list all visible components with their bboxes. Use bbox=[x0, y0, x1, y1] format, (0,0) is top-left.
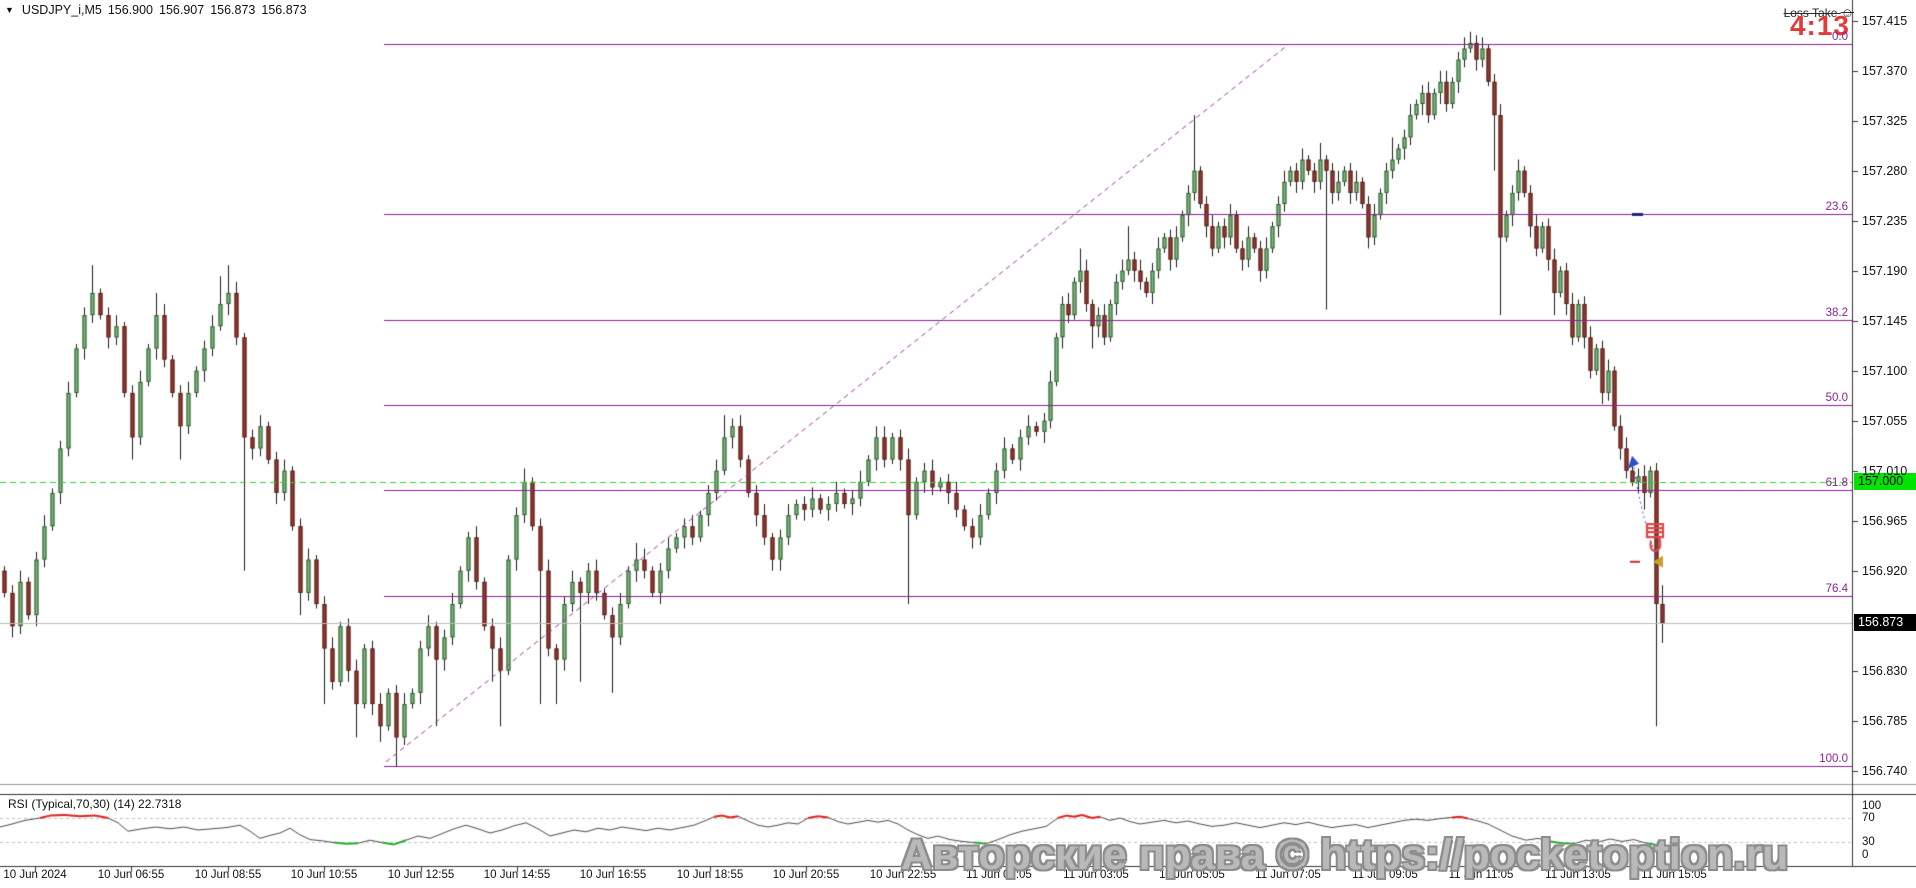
price-axis-label: 157.415 bbox=[1862, 13, 1908, 28]
fib-level-label: 0.0 bbox=[1832, 31, 1848, 44]
loss-take-label: Loss Take bbox=[1783, 6, 1838, 20]
time-axis-label: 11 Jun 11:05 bbox=[1448, 869, 1514, 881]
fib-level-label: 76.4 bbox=[1825, 582, 1848, 595]
time-axis-label: 11 Jun 09:05 bbox=[1352, 869, 1418, 881]
rsi-axis-label: 30 bbox=[1862, 836, 1875, 848]
level-price-tag: 157.000 bbox=[1854, 473, 1916, 491]
time-axis-label: 10 Jun 14:55 bbox=[483, 869, 551, 881]
time-axis-label: 11 Jun 03:05 bbox=[1063, 869, 1129, 881]
fib-level-label: 23.6 bbox=[1825, 201, 1848, 214]
time-axis-label: 10 Jun 2024 bbox=[3, 869, 67, 881]
ohlc-high: 156.907 bbox=[159, 3, 205, 17]
time-axis-label: 10 Jun 20:55 bbox=[772, 869, 840, 881]
price-axis-label: 157.055 bbox=[1862, 413, 1908, 428]
time-axis-label: 10 Jun 10:55 bbox=[290, 869, 358, 881]
price-axis-label: 156.785 bbox=[1862, 713, 1908, 728]
loss-take-button[interactable]: Loss Take ☺ bbox=[1784, 5, 1854, 20]
symbol-dropdown-icon[interactable]: ▼ bbox=[5, 5, 14, 15]
rsi-axis-label: 70 bbox=[1862, 812, 1875, 824]
time-axis-label: 11 Jun 07:05 bbox=[1255, 869, 1321, 881]
rsi-axis-label: 100 bbox=[1862, 800, 1882, 812]
time-axis-label: 10 Jun 12:55 bbox=[387, 869, 455, 881]
time-axis-label: 11 Jun 05:05 bbox=[1159, 869, 1225, 881]
time-axis-label: 11 Jun 01:05 bbox=[966, 869, 1032, 881]
fib-level-label: 38.2 bbox=[1825, 306, 1848, 319]
price-axis-label: 157.010 bbox=[1862, 463, 1908, 478]
price-axis-label: 157.235 bbox=[1862, 213, 1908, 228]
fib-level-label: 50.0 bbox=[1825, 392, 1848, 405]
time-axis-label: 10 Jun 18:55 bbox=[676, 869, 744, 881]
price-axis-label: 157.280 bbox=[1862, 163, 1908, 178]
price-axis-label: 156.740 bbox=[1862, 763, 1908, 778]
current-price-tag: 156.873 bbox=[1854, 614, 1916, 632]
chart-title: ▼ USDJPY_i,M5 156.900 156.907 156.873 15… bbox=[5, 3, 307, 17]
price-axis-label: 157.100 bbox=[1862, 363, 1908, 378]
price-axis-label: 157.190 bbox=[1862, 263, 1908, 278]
time-axis-label: 11 Jun 13:05 bbox=[1545, 869, 1611, 881]
time-axis-label: 10 Jun 08:55 bbox=[194, 869, 262, 881]
time-axis-label: 10 Jun 06:55 bbox=[97, 869, 165, 881]
price-axis-label: 156.965 bbox=[1862, 513, 1908, 528]
ohlc-low: 156.873 bbox=[210, 3, 256, 17]
ohlc-open: 156.900 bbox=[107, 3, 153, 17]
fib-level-label: 61.8 bbox=[1825, 477, 1848, 490]
expiry-timer: 4:13 bbox=[1789, 10, 1850, 41]
ohlc-close: 156.873 bbox=[261, 3, 307, 17]
time-axis-label: 10 Jun 22:55 bbox=[869, 869, 937, 881]
price-axis-label: 156.830 bbox=[1862, 663, 1908, 678]
price-axis-label: 156.920 bbox=[1862, 563, 1908, 578]
symbol-period-label: USDJPY_i,M5 bbox=[21, 3, 102, 17]
rsi-indicator-label: RSI (Typical,70,30) (14) 22.7318 bbox=[8, 797, 182, 811]
price-axis-label: 157.370 bbox=[1862, 63, 1908, 78]
time-axis-label: 10 Jun 16:55 bbox=[579, 869, 647, 881]
time-axis-label: 11 Jun 15:05 bbox=[1641, 869, 1707, 881]
price-axis-label: 157.325 bbox=[1862, 113, 1908, 128]
smiley-icon: ☺ bbox=[1840, 5, 1854, 20]
price-axis-label: 157.145 bbox=[1862, 313, 1908, 328]
rsi-axis-label: 0 bbox=[1862, 849, 1869, 861]
fib-level-label: 100.0 bbox=[1819, 753, 1848, 766]
